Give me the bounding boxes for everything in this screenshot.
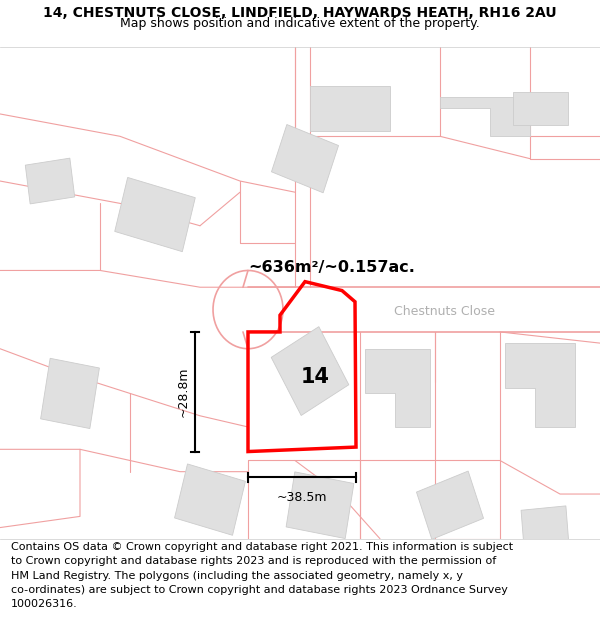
Polygon shape (440, 97, 530, 136)
Text: Map shows position and indicative extent of the property.: Map shows position and indicative extent… (120, 18, 480, 31)
Text: Contains OS data © Crown copyright and database right 2021. This information is : Contains OS data © Crown copyright and d… (11, 542, 513, 552)
Text: 100026316.: 100026316. (11, 599, 77, 609)
Polygon shape (512, 92, 568, 125)
Polygon shape (175, 464, 245, 535)
Polygon shape (271, 327, 349, 416)
Text: co-ordinates) are subject to Crown copyright and database rights 2023 Ordnance S: co-ordinates) are subject to Crown copyr… (11, 585, 508, 595)
Polygon shape (271, 124, 338, 193)
Polygon shape (505, 343, 575, 427)
Polygon shape (310, 86, 390, 131)
Polygon shape (521, 506, 569, 549)
Polygon shape (115, 177, 195, 252)
Text: HM Land Registry. The polygons (including the associated geometry, namely x, y: HM Land Registry. The polygons (includin… (11, 571, 463, 581)
Polygon shape (365, 349, 430, 427)
Text: ~38.5m: ~38.5m (277, 491, 327, 504)
Text: ~636m²/~0.157ac.: ~636m²/~0.157ac. (248, 259, 415, 274)
Text: ~28.8m: ~28.8m (176, 366, 190, 417)
Polygon shape (286, 472, 354, 539)
Text: 14, CHESTNUTS CLOSE, LINDFIELD, HAYWARDS HEATH, RH16 2AU: 14, CHESTNUTS CLOSE, LINDFIELD, HAYWARDS… (43, 6, 557, 20)
Text: 14: 14 (301, 367, 329, 387)
Polygon shape (25, 158, 75, 204)
Polygon shape (41, 358, 100, 429)
Text: Chestnuts Close: Chestnuts Close (395, 306, 496, 318)
Text: to Crown copyright and database rights 2023 and is reproduced with the permissio: to Crown copyright and database rights 2… (11, 556, 496, 566)
Polygon shape (416, 471, 484, 539)
